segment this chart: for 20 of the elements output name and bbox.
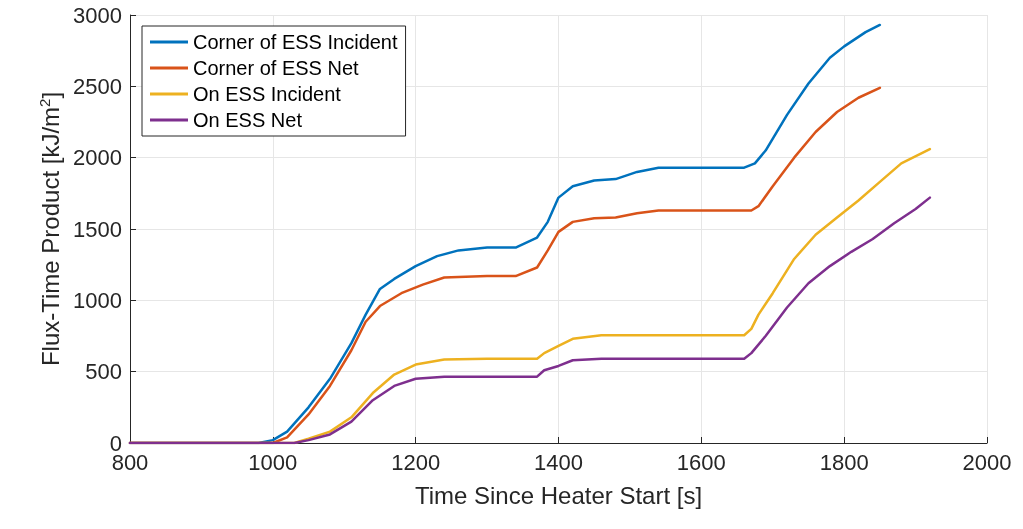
legend-label: Corner of ESS Incident — [193, 31, 398, 53]
x-tick-label: 1000 — [248, 449, 298, 475]
y-tick-label: 500 — [85, 359, 122, 385]
y-tick-label: 0 — [109, 430, 122, 456]
x-axis-title: Time Since Heater Start [s] — [414, 481, 703, 509]
x-tick-label: 1200 — [391, 449, 441, 475]
x-tick-label: 1400 — [534, 449, 583, 475]
x-tick-label: 2000 — [962, 449, 1012, 475]
line-series — [128, 196, 932, 445]
legend-label: On ESS Net — [193, 109, 303, 131]
legend-label: On ESS Incident — [193, 83, 342, 105]
x-tick-label: 1600 — [676, 449, 726, 475]
x-tick-label: 1800 — [819, 449, 869, 475]
legend-label: Corner of ESS Net — [193, 57, 360, 79]
y-tick-label: 1500 — [73, 216, 122, 242]
y-tick-label: 2000 — [73, 145, 122, 171]
y-axis-title: Flux-Time Product [kJ/m2] — [35, 91, 64, 367]
y-tick-label: 3000 — [73, 2, 122, 28]
y-tick-label: 2500 — [73, 73, 122, 99]
y-tick-label: 1000 — [73, 287, 122, 313]
